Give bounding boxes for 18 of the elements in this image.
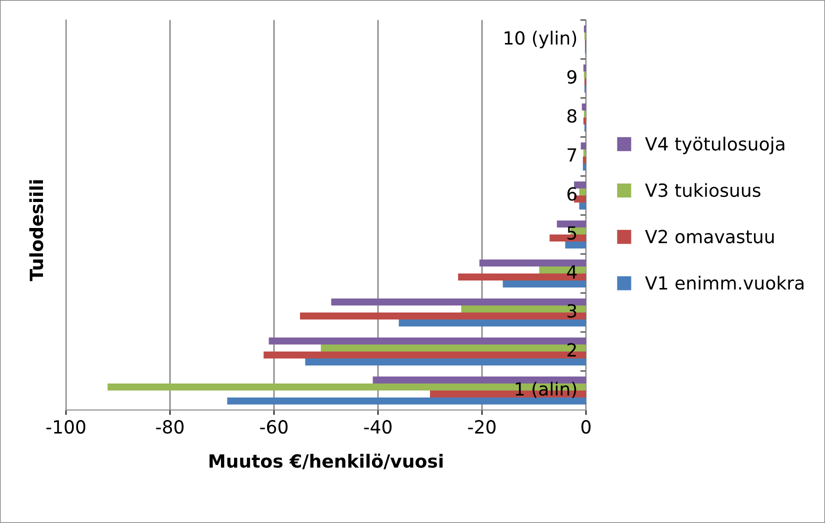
- y-tick-label: 5: [568, 226, 576, 240]
- x-tick-label: -80: [156, 420, 184, 434]
- legend-label: V2 omavastuu: [645, 230, 774, 244]
- legend-label: V1 enimm.vuokra: [645, 276, 804, 290]
- x-axis-title: Muutos €/henkilö/vuosi: [210, 454, 443, 470]
- y-tick-label: 8: [567, 109, 576, 123]
- y-tick-label: 9: [567, 70, 576, 84]
- y-tick-label: 7: [568, 148, 576, 162]
- y-tick-label: 10 (ylin): [504, 30, 576, 48]
- x-tick-label: -60: [260, 420, 288, 434]
- legend-label: V3 tukiosuus: [645, 183, 760, 198]
- x-tick-label: -40: [364, 420, 392, 434]
- legend-label: V4 työtulosuoja: [645, 136, 784, 154]
- x-tick-label: 0: [581, 420, 591, 434]
- y-axis-title: Tulodesiili: [29, 180, 44, 282]
- x-tick-label: -100: [46, 420, 86, 434]
- x-tick-label: -20: [468, 420, 496, 434]
- y-tick-label: 6: [567, 187, 577, 201]
